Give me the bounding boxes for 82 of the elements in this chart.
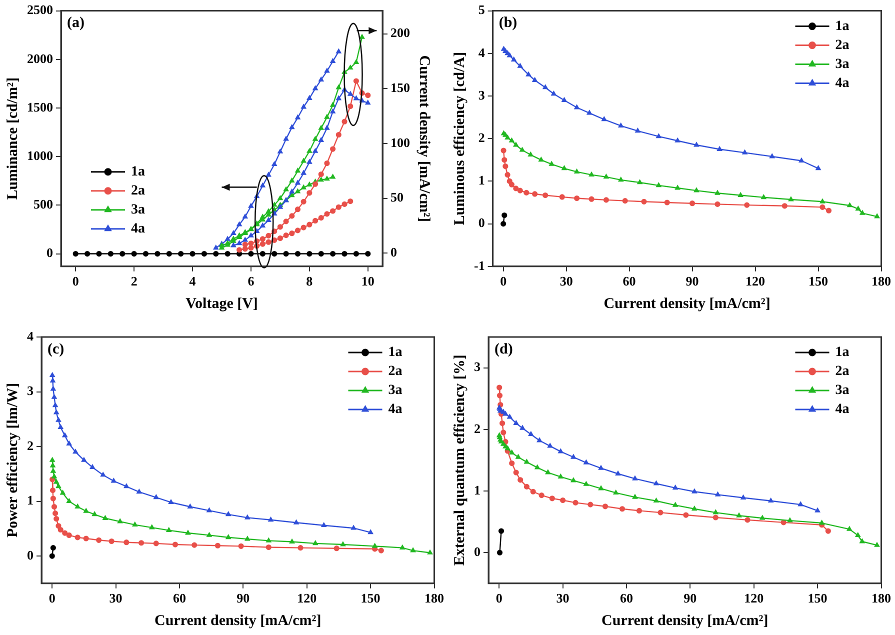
x-axis-title: Voltage [V] xyxy=(186,296,258,312)
x-tick-label: 120 xyxy=(744,590,764,606)
y2-tick-label: 50 xyxy=(390,190,404,205)
x-tick-label: 2 xyxy=(130,274,138,289)
y-tick-label: 1 xyxy=(478,172,485,188)
legend-label: 3a xyxy=(388,383,402,398)
y-axis-title: Luminous efficiency [cd/A] xyxy=(452,52,468,226)
legend-label: 3a xyxy=(835,383,850,398)
y-tick-label: 4 xyxy=(478,44,486,60)
legend-label: 2a xyxy=(131,184,145,199)
y2-tick-label: 100 xyxy=(390,134,410,150)
annotation: (b) xyxy=(498,15,518,32)
x-tick-label: 90 xyxy=(686,274,699,289)
x-axis-title: Current density [mA/cm²] xyxy=(604,296,770,312)
y-tick-label: 0 xyxy=(478,215,485,230)
x-tick-label: 10 xyxy=(361,274,374,289)
y-tick-label: 2500 xyxy=(27,2,53,18)
y-tick-label: 5 xyxy=(478,2,486,18)
x-tick-label: 150 xyxy=(808,274,828,289)
y-tick-label: 500 xyxy=(34,196,53,212)
legend-label: 1a xyxy=(131,164,145,180)
x-axis-title: Current density [mA/cm²] xyxy=(154,612,322,629)
y-axis-title: Luminance [cd/m²] xyxy=(4,77,21,200)
y-tick-label: 3 xyxy=(27,383,34,398)
legend-label: 2a xyxy=(835,38,850,53)
x-tick-label: 150 xyxy=(808,590,828,606)
x-tick-label: 60 xyxy=(172,590,186,606)
x-tick-label: 150 xyxy=(360,590,380,606)
y-tick-label: 0 xyxy=(27,547,34,562)
y-tick-label: 0 xyxy=(474,544,480,559)
x-tick-label: 30 xyxy=(560,274,573,289)
x-tick-label: 120 xyxy=(746,274,766,289)
legend-label: 4a xyxy=(131,222,145,237)
x-tick-label: 180 xyxy=(872,274,891,289)
x-tick-label: 6 xyxy=(248,274,255,289)
y-tick-label: 1 xyxy=(27,492,34,508)
y-tick-label: -1 xyxy=(474,258,485,273)
x-tick-label: 90 xyxy=(684,590,697,606)
annotation: (a) xyxy=(67,15,84,32)
legend-label: 4a xyxy=(835,402,850,418)
x-tick-label: 30 xyxy=(556,590,570,606)
y-tick-label: 1 xyxy=(474,482,480,498)
x-tick-label: 4 xyxy=(189,274,196,289)
legend-label: 4a xyxy=(388,402,402,418)
x-axis-title: Current density [mA/cm²] xyxy=(602,612,768,629)
x-tick-label: 8 xyxy=(306,274,314,289)
y2-axis-title: Current density [mA/cm²] xyxy=(416,55,432,222)
x-tick-label: 120 xyxy=(297,590,317,606)
y-tick-label: 2 xyxy=(474,420,480,436)
x-tick-label: 0 xyxy=(496,590,502,606)
x-tick-label: 90 xyxy=(236,590,250,606)
annotation: (c) xyxy=(48,341,64,358)
x-tick-label: 30 xyxy=(109,590,122,606)
y-tick-label: 2 xyxy=(478,130,485,145)
annotation: (d) xyxy=(494,341,513,358)
x-tick-label: 180 xyxy=(872,590,891,606)
legend-label: 4a xyxy=(835,76,850,91)
y2-tick-label: 0 xyxy=(390,244,397,260)
y-axis-title: External quantum efficiency [%] xyxy=(452,354,468,566)
y-tick-label: 1500 xyxy=(27,99,53,114)
y2-tick-label: 200 xyxy=(390,25,410,40)
y-tick-label: 0 xyxy=(46,245,53,260)
x-tick-label: 0 xyxy=(500,274,507,289)
y2-tick-label: 150 xyxy=(390,80,410,96)
x-tick-label: 60 xyxy=(622,274,636,289)
legend-label: 3a xyxy=(131,202,145,218)
legend-label: 1a xyxy=(388,345,402,360)
x-tick-label: 0 xyxy=(72,274,79,289)
y-tick-label: 2 xyxy=(27,438,34,453)
x-tick-label: 60 xyxy=(620,590,633,606)
y-tick-label: 2000 xyxy=(27,50,53,66)
y-axis-title: Power efficiency [lm/W] xyxy=(4,382,21,538)
legend-label: 3a xyxy=(835,56,850,72)
y-tick-label: 3 xyxy=(478,87,486,102)
x-tick-label: 180 xyxy=(424,590,444,606)
legend-label: 2a xyxy=(388,364,402,380)
y-tick-label: 1000 xyxy=(27,148,53,163)
legend-label: 2a xyxy=(835,364,850,380)
y-tick-label: 4 xyxy=(27,328,34,344)
legend-label: 1a xyxy=(835,345,850,360)
y-tick-label: 3 xyxy=(474,359,481,374)
legend-label: 1a xyxy=(835,18,850,34)
